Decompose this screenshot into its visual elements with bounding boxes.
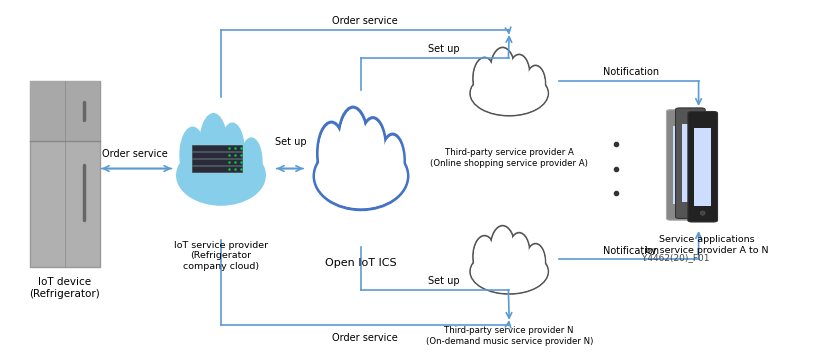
Ellipse shape bbox=[687, 207, 692, 212]
Ellipse shape bbox=[339, 110, 366, 173]
Ellipse shape bbox=[508, 54, 529, 94]
FancyBboxPatch shape bbox=[192, 145, 241, 151]
Ellipse shape bbox=[474, 237, 494, 276]
FancyBboxPatch shape bbox=[675, 108, 705, 218]
Text: IoT service provider
(Refrigerator
company cloud): IoT service provider (Refrigerator compa… bbox=[174, 241, 267, 271]
Ellipse shape bbox=[318, 125, 344, 182]
FancyBboxPatch shape bbox=[192, 167, 241, 172]
Ellipse shape bbox=[199, 113, 228, 175]
FancyBboxPatch shape bbox=[666, 110, 696, 220]
Ellipse shape bbox=[179, 127, 205, 184]
Ellipse shape bbox=[489, 47, 514, 93]
Text: Set up: Set up bbox=[427, 276, 459, 286]
Text: Open IoT ICS: Open IoT ICS bbox=[325, 258, 397, 268]
Ellipse shape bbox=[525, 244, 545, 279]
Ellipse shape bbox=[473, 236, 495, 278]
Ellipse shape bbox=[489, 47, 514, 93]
Ellipse shape bbox=[525, 66, 545, 101]
Ellipse shape bbox=[314, 142, 407, 210]
Ellipse shape bbox=[315, 144, 407, 208]
Ellipse shape bbox=[508, 54, 529, 94]
Ellipse shape bbox=[317, 122, 344, 185]
Text: Notification: Notification bbox=[602, 245, 658, 256]
Ellipse shape bbox=[474, 59, 494, 98]
Ellipse shape bbox=[359, 118, 385, 177]
Text: Order service: Order service bbox=[332, 16, 397, 26]
Ellipse shape bbox=[176, 145, 266, 206]
Text: Y.4462(20)_F01: Y.4462(20)_F01 bbox=[640, 253, 709, 262]
Ellipse shape bbox=[489, 226, 514, 272]
FancyBboxPatch shape bbox=[192, 159, 241, 165]
FancyBboxPatch shape bbox=[30, 81, 99, 266]
Text: Service applications
by service provider A to N: Service applications by service provider… bbox=[644, 235, 768, 255]
Ellipse shape bbox=[317, 122, 344, 185]
Ellipse shape bbox=[473, 58, 495, 99]
Ellipse shape bbox=[526, 245, 544, 278]
Ellipse shape bbox=[469, 71, 547, 116]
Ellipse shape bbox=[338, 107, 368, 176]
Ellipse shape bbox=[338, 107, 368, 176]
Ellipse shape bbox=[525, 66, 545, 101]
Ellipse shape bbox=[469, 249, 547, 294]
Text: Set up: Set up bbox=[275, 137, 306, 147]
Ellipse shape bbox=[469, 249, 547, 294]
Ellipse shape bbox=[359, 118, 385, 177]
Ellipse shape bbox=[381, 136, 403, 186]
Ellipse shape bbox=[380, 134, 404, 188]
Text: Notification: Notification bbox=[602, 67, 658, 77]
Ellipse shape bbox=[219, 122, 244, 177]
Ellipse shape bbox=[491, 49, 513, 92]
Ellipse shape bbox=[473, 58, 495, 99]
FancyBboxPatch shape bbox=[694, 127, 710, 206]
FancyBboxPatch shape bbox=[192, 152, 241, 158]
Ellipse shape bbox=[508, 233, 529, 273]
Ellipse shape bbox=[508, 234, 528, 271]
Ellipse shape bbox=[700, 211, 705, 215]
Ellipse shape bbox=[491, 227, 513, 270]
Ellipse shape bbox=[314, 142, 407, 210]
Ellipse shape bbox=[489, 226, 514, 272]
FancyBboxPatch shape bbox=[681, 124, 698, 202]
Ellipse shape bbox=[678, 209, 683, 214]
Ellipse shape bbox=[526, 67, 544, 100]
Ellipse shape bbox=[508, 233, 529, 273]
Ellipse shape bbox=[525, 244, 545, 279]
Text: IoT device
(Refrigerator): IoT device (Refrigerator) bbox=[29, 277, 100, 299]
FancyBboxPatch shape bbox=[672, 126, 689, 204]
Ellipse shape bbox=[360, 120, 384, 175]
Text: Set up: Set up bbox=[427, 44, 459, 54]
Ellipse shape bbox=[470, 72, 546, 115]
Ellipse shape bbox=[469, 71, 547, 116]
Ellipse shape bbox=[508, 56, 528, 93]
Ellipse shape bbox=[380, 134, 404, 188]
Ellipse shape bbox=[239, 137, 262, 186]
FancyBboxPatch shape bbox=[687, 111, 717, 222]
Text: Third-party service provider A
(Online shopping service provider A): Third-party service provider A (Online s… bbox=[430, 148, 587, 168]
FancyBboxPatch shape bbox=[30, 81, 99, 140]
Ellipse shape bbox=[473, 236, 495, 278]
Ellipse shape bbox=[470, 250, 546, 293]
Text: Order service: Order service bbox=[102, 149, 167, 159]
Text: Order service: Order service bbox=[332, 333, 397, 343]
Text: Third-party service provider N
(On-demand music service provider N): Third-party service provider N (On-deman… bbox=[425, 327, 592, 346]
